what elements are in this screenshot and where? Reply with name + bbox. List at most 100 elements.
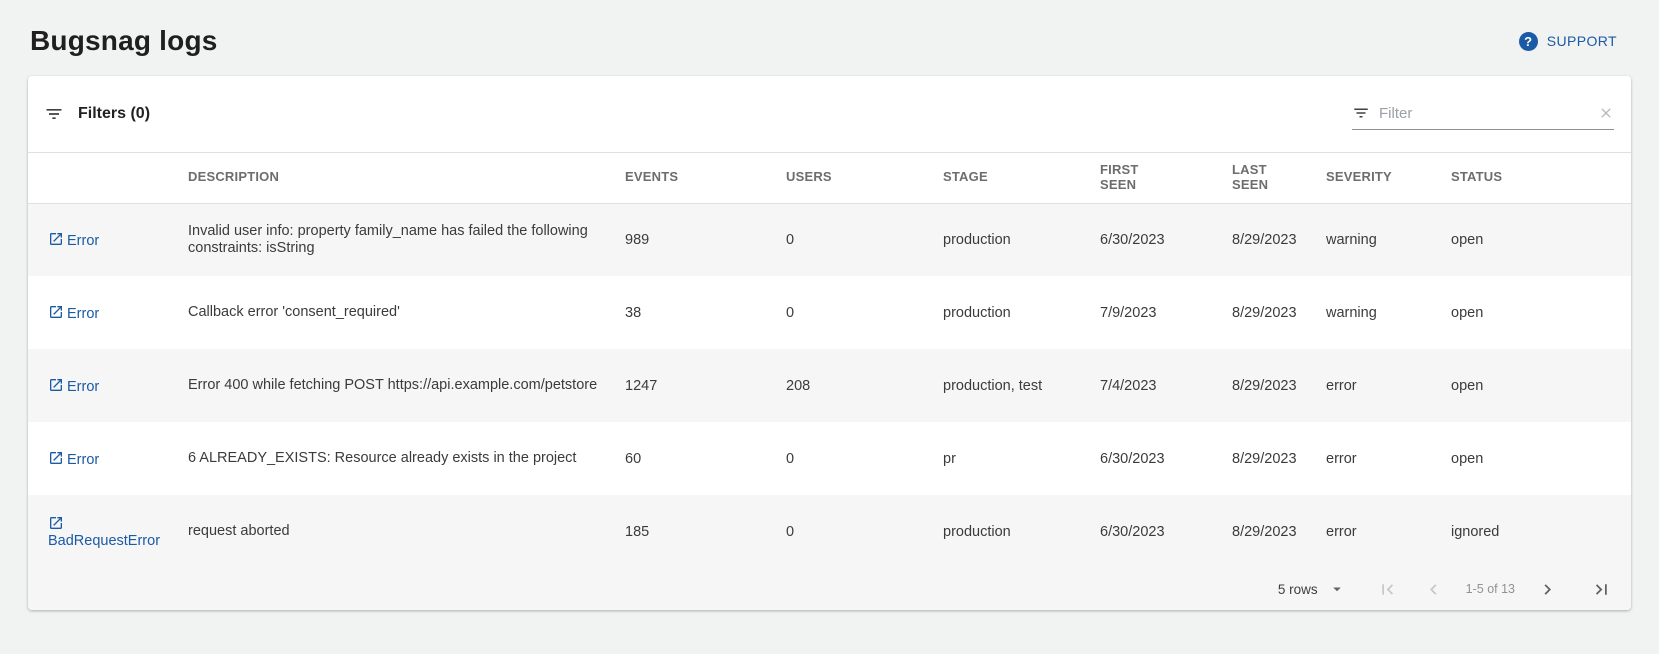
column-header-label: DESCRIPTION <box>188 169 280 185</box>
events-cell: 989 <box>625 231 650 248</box>
last-seen-cell: 8/29/2023 <box>1232 304 1297 321</box>
column-header-description: DESCRIPTION <box>188 153 625 204</box>
stage-cell: production, test <box>943 377 1043 394</box>
status-cell: ignored <box>1451 523 1500 540</box>
error-link[interactable]: BadRequestError <box>48 516 160 549</box>
column-header-label: EVENTS <box>625 169 679 185</box>
next-page-button[interactable] <box>1535 577 1559 601</box>
users-cell: 0 <box>786 450 795 467</box>
status-cell: open <box>1451 304 1484 321</box>
column-header-stage: STAGE <box>943 153 1100 204</box>
severity-cell: warning <box>1326 231 1377 248</box>
error-link[interactable]: Error <box>48 305 100 322</box>
chevron-left-icon <box>1423 579 1444 600</box>
error-link-cell: Error <box>28 422 188 495</box>
close-icon <box>1598 105 1614 121</box>
first-seen-cell: 6/30/2023 <box>1100 450 1165 467</box>
column-header-label: LAST SEEN <box>1232 161 1269 192</box>
column-header-status: STATUS <box>1451 153 1631 204</box>
stage-cell: production <box>943 231 1011 248</box>
description-cell: Error 400 while fetching POST https://ap… <box>188 377 598 394</box>
stage-cell: production <box>943 523 1011 540</box>
error-link[interactable]: Error <box>48 451 100 468</box>
filter-bar: Filters (0) <box>28 76 1631 153</box>
error-link-label: Error <box>67 451 100 468</box>
filter-list-icon <box>44 104 64 124</box>
previous-page-button[interactable] <box>1422 577 1446 601</box>
events-cell: 38 <box>625 304 642 321</box>
first-seen-cell: 7/9/2023 <box>1100 304 1157 321</box>
error-link-label: Error <box>67 378 100 395</box>
last-seen-cell: 8/29/2023 <box>1232 523 1297 540</box>
last-seen-cell: 8/29/2023 <box>1232 231 1297 248</box>
dropdown-arrow-icon <box>1328 580 1346 598</box>
column-header-severity: SEVERITY <box>1326 153 1451 204</box>
severity-cell: error <box>1326 523 1357 540</box>
users-cell: 0 <box>786 304 795 321</box>
table-row: Error Invalid user info: property family_… <box>28 203 1631 276</box>
column-header-label: STATUS <box>1451 169 1503 185</box>
clear-filter-button[interactable] <box>1598 105 1614 121</box>
column-header-last-seen: LAST SEEN <box>1232 153 1326 204</box>
rows-per-page-value: 5 rows <box>1277 581 1318 597</box>
severity-cell: error <box>1326 450 1357 467</box>
top-bar: Bugsnag logs ? SUPPORT <box>0 0 1659 76</box>
description-cell: 6 ALREADY_EXISTS: Resource already exist… <box>188 450 577 467</box>
error-link[interactable]: Error <box>48 232 100 249</box>
stage-cell: pr <box>943 450 956 467</box>
description-cell: Callback error 'consent_required' <box>188 304 400 321</box>
users-cell: 0 <box>786 523 795 540</box>
severity-cell: error <box>1326 377 1357 394</box>
filter-input[interactable] <box>1379 104 1589 122</box>
events-cell: 1247 <box>625 377 658 394</box>
column-header-label: USERS <box>786 169 832 185</box>
column-header-label: STAGE <box>943 169 988 185</box>
error-link-label: Error <box>67 232 100 249</box>
column-header-label: FIRST SEEN <box>1100 161 1139 192</box>
error-link[interactable]: Error <box>48 378 100 395</box>
column-header-users: USERS <box>786 153 943 204</box>
page-title: Bugsnag logs <box>30 25 218 56</box>
table-row: Error 6 ALREADY_EXISTS: Resource already … <box>28 422 1631 495</box>
status-cell: open <box>1451 231 1484 248</box>
users-cell: 208 <box>786 377 811 394</box>
pagination-range: 1-5 of 13 <box>1465 582 1515 596</box>
error-link-cell: Error <box>28 276 188 349</box>
last-page-button[interactable] <box>1589 577 1613 601</box>
last-seen-cell: 8/29/2023 <box>1232 450 1297 467</box>
description-cell: request aborted <box>188 523 290 540</box>
status-cell: open <box>1451 377 1484 394</box>
events-cell: 60 <box>625 450 642 467</box>
column-header-events: EVENTS <box>625 153 786 204</box>
chevron-right-icon <box>1537 579 1558 600</box>
table-row: Error Callback error 'consent_required' 38… <box>28 276 1631 349</box>
table-row: BadRequestError request aborted 185 0 produc… <box>28 495 1631 568</box>
filter-list-icon <box>1352 104 1370 122</box>
filters-label: Filters (0) <box>78 105 151 122</box>
filters-toggle[interactable]: Filters (0) <box>44 104 150 124</box>
first-seen-cell: 7/4/2023 <box>1100 377 1157 394</box>
stage-cell: production <box>943 304 1011 321</box>
table-header: DESCRIPTION EVENTS USERS STAGE FIRST SEEN LAS… <box>28 153 1631 204</box>
events-cell: 185 <box>625 523 650 540</box>
users-cell: 0 <box>786 231 795 248</box>
last-page-icon <box>1591 579 1612 600</box>
first-seen-cell: 6/30/2023 <box>1100 231 1165 248</box>
first-seen-cell: 6/30/2023 <box>1100 523 1165 540</box>
table-row: Error Error 400 while fetching POST https… <box>28 349 1631 422</box>
first-page-button[interactable] <box>1376 577 1400 601</box>
rows-per-page-select[interactable]: 5 rows <box>1278 580 1346 598</box>
support-label: SUPPORT <box>1546 33 1617 49</box>
help-icon: ? <box>1518 31 1538 51</box>
description-cell: Invalid user info: property family_name … <box>188 223 588 256</box>
error-link-label: Error <box>67 305 100 322</box>
filter-input-group <box>1352 104 1614 130</box>
support-link[interactable]: ? SUPPORT <box>1518 31 1617 51</box>
logs-card: Filters (0) DESCRIPTION EVENTS USERS STAGE F… <box>28 76 1631 610</box>
column-header-link <box>28 153 188 204</box>
error-link-cell: BadRequestError <box>28 495 188 568</box>
error-link-cell: Error <box>28 349 188 422</box>
column-header-label: SEVERITY <box>1326 169 1392 185</box>
first-page-icon <box>1377 579 1398 600</box>
